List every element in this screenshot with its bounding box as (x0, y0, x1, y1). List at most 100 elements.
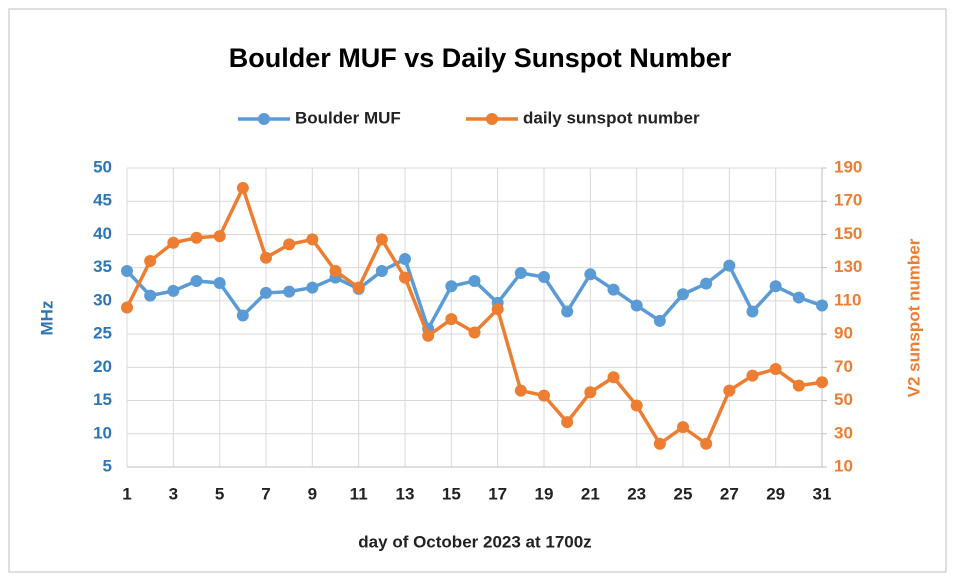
x-tick-label: 29 (766, 484, 785, 503)
y-axis-label: MHz (37, 301, 56, 336)
data-point (677, 288, 689, 301)
data-point (792, 379, 805, 392)
x-tick-label: 1 (122, 484, 131, 503)
y-tick-label: 20 (93, 357, 112, 376)
data-point (306, 233, 319, 246)
data-point (700, 277, 713, 290)
data-point (121, 301, 133, 314)
data-point (677, 421, 689, 434)
data-point (630, 299, 643, 312)
x-tick-label: 25 (674, 484, 693, 503)
data-point (422, 329, 435, 342)
x-tick-label: 11 (350, 484, 368, 503)
y2-tick-label: 30 (834, 423, 853, 442)
x-tick-label: 21 (581, 484, 600, 503)
data-point (167, 236, 180, 249)
data-point (190, 274, 203, 287)
data-point (607, 283, 620, 296)
data-point (375, 264, 388, 277)
y2-tick-label: 90 (834, 324, 853, 343)
data-point (816, 299, 828, 312)
data-point (653, 437, 666, 450)
chart-title: Boulder MUF vs Daily Sunspot Number (229, 43, 732, 73)
data-point (375, 233, 388, 246)
data-point (746, 369, 759, 382)
data-point (445, 280, 458, 293)
data-point (468, 326, 481, 339)
y-tick-label: 25 (93, 324, 112, 343)
y-tick-label: 15 (93, 390, 112, 409)
data-point (561, 305, 574, 318)
data-point (399, 271, 411, 284)
x-axis-label: day of October 2023 at 1700z (358, 532, 591, 551)
legend-marker (486, 113, 498, 125)
data-point (723, 259, 736, 272)
data-point (584, 386, 597, 399)
data-point (769, 280, 782, 293)
x-tick-label: 13 (396, 484, 415, 503)
x-tick-label: 5 (215, 484, 224, 503)
data-point (816, 376, 828, 389)
y2-tick-label: 150 (834, 224, 862, 243)
data-point (514, 384, 527, 397)
y2-tick-label: 110 (834, 290, 861, 309)
y2-tick-label: 50 (834, 390, 853, 409)
x-tick-label: 23 (627, 484, 646, 503)
data-point (213, 230, 226, 243)
data-point (653, 314, 666, 327)
legend-label: daily sunspot number (523, 108, 700, 127)
data-point (607, 371, 620, 384)
data-point (260, 251, 272, 264)
data-point (700, 437, 713, 450)
data-point (236, 181, 249, 194)
data-point (260, 286, 272, 299)
data-point (723, 384, 736, 397)
data-point (306, 281, 319, 294)
y2-tick-label: 70 (834, 357, 853, 376)
x-tick-label: 31 (813, 484, 832, 503)
data-point (746, 305, 759, 318)
data-point (329, 264, 342, 277)
legend-marker (258, 113, 270, 125)
data-point (236, 309, 249, 322)
data-point (468, 274, 481, 287)
x-tick-label: 9 (308, 484, 317, 503)
y-tick-label: 45 (93, 191, 112, 210)
data-point (538, 270, 550, 283)
x-tick-label: 7 (261, 484, 270, 503)
data-point (514, 266, 527, 279)
y2-axis-label: V2 sunspot number (904, 238, 923, 397)
data-point (584, 268, 597, 281)
y2-tick-label: 10 (834, 456, 853, 475)
y2-tick-label: 130 (834, 257, 862, 276)
data-point (630, 399, 643, 412)
y-tick-label: 35 (93, 257, 112, 276)
data-point (213, 276, 226, 289)
x-tick-label: 15 (442, 484, 461, 503)
data-point (283, 238, 296, 251)
x-tick-label: 17 (488, 484, 507, 503)
data-point (121, 264, 133, 277)
data-point (352, 281, 365, 294)
x-tick-label: 27 (720, 484, 739, 503)
data-point (144, 289, 157, 302)
y-tick-label: 40 (93, 224, 112, 243)
y-tick-label: 5 (103, 456, 112, 475)
data-point (792, 291, 805, 304)
data-point (538, 389, 550, 402)
chart-border (8, 8, 947, 573)
data-point (283, 285, 296, 298)
y-tick-label: 50 (93, 157, 112, 176)
data-point (190, 231, 203, 244)
data-point (445, 313, 458, 326)
y2-tick-label: 190 (834, 157, 862, 176)
data-point (561, 416, 574, 429)
data-point (144, 255, 157, 268)
data-point (399, 253, 411, 266)
data-point (491, 303, 504, 316)
y-tick-label: 30 (93, 290, 112, 309)
y-tick-label: 10 (93, 423, 112, 442)
y2-tick-label: 170 (834, 191, 862, 210)
data-point (769, 362, 782, 375)
